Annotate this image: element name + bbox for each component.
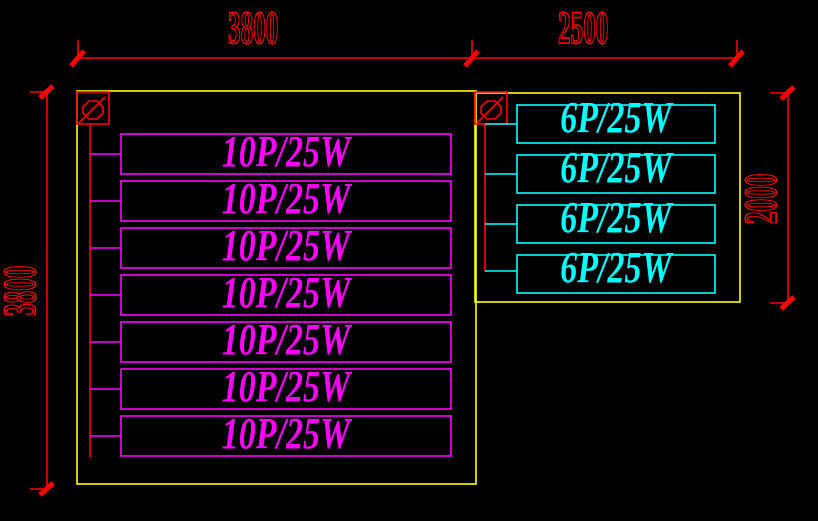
svg-text:6P/25W: 6P/25W [560, 93, 674, 142]
svg-text:3800: 3800 [228, 3, 278, 54]
svg-text:2000: 2000 [736, 174, 787, 224]
svg-text:10P/25W: 10P/25W [222, 362, 353, 411]
svg-text:10P/25W: 10P/25W [222, 268, 353, 317]
svg-text:6P/25W: 6P/25W [560, 243, 674, 292]
svg-text:3800: 3800 [0, 266, 46, 316]
svg-text:10P/25W: 10P/25W [222, 127, 353, 176]
svg-text:10P/25W: 10P/25W [222, 315, 353, 364]
svg-text:6P/25W: 6P/25W [560, 143, 674, 192]
svg-text:2500: 2500 [558, 3, 608, 54]
svg-text:6P/25W: 6P/25W [560, 193, 674, 242]
svg-text:10P/25W: 10P/25W [222, 221, 353, 270]
svg-text:10P/25W: 10P/25W [222, 174, 353, 223]
svg-text:10P/25W: 10P/25W [222, 409, 353, 458]
